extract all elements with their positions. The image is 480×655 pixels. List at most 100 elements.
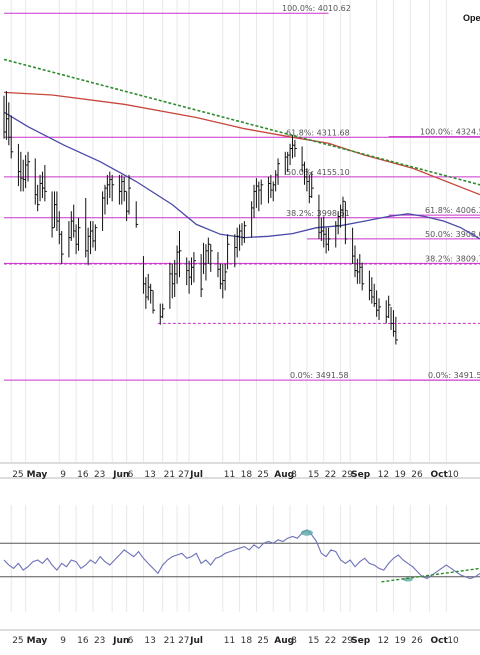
x-tick-label: 18: [241, 470, 253, 480]
ohlc-bar: [17, 143, 21, 187]
ohlc-bar: [241, 223, 244, 246]
ohlc-bar: [128, 174, 132, 215]
x-tick-label: Sep: [351, 636, 371, 646]
x-tick-label: 10: [447, 470, 459, 480]
ohlc-bar: [361, 262, 365, 291]
ohlc-bar: [34, 158, 38, 205]
ohlc-bar: [111, 174, 115, 202]
ohlc-bar: [378, 298, 382, 321]
x-tick-label: 8: [291, 636, 297, 646]
ohlc-bar: [8, 102, 11, 146]
ohlc-bar: [109, 171, 112, 198]
fib-label: 0.0%: 3491.5: [428, 371, 480, 380]
overbought-marker: [300, 529, 313, 536]
ohlc-bar: [75, 224, 79, 255]
ohlc-bar: [251, 201, 254, 238]
fib-label: 50.0%: 3908.0: [425, 230, 480, 239]
ohlc-bar: [61, 231, 64, 264]
x-tick-label: 9: [60, 636, 66, 646]
ohlc-bar: [392, 310, 396, 337]
ohlc-bar: [51, 191, 55, 238]
ohlc-bar: [123, 176, 127, 202]
ohlc-bar: [253, 184, 257, 218]
indicator-trendline: [381, 567, 480, 583]
ohlc-bar: [388, 295, 391, 319]
ohlc-bar: [90, 221, 93, 255]
ohlc-bar: [217, 252, 220, 278]
x-tick-label: 25: [257, 636, 268, 646]
price-bars: [3, 91, 398, 345]
ohlc-bar: [186, 257, 189, 286]
fib-label: 61.8%: 4311.68: [286, 128, 350, 137]
x-tick-label: 11: [224, 636, 235, 646]
x-tick-label: Aug: [274, 636, 294, 646]
ohlc-bar: [258, 181, 261, 212]
trendline-dashed: [3, 58, 480, 186]
ohlc-bar: [306, 168, 309, 192]
ohlc-bar: [135, 201, 139, 228]
ohlc-bar: [376, 290, 379, 317]
ohlc-bar: [342, 196, 345, 218]
ohlc-bar: [92, 221, 95, 248]
x-tick-label: 23: [94, 470, 105, 480]
ohlc-bar: [390, 306, 394, 330]
ohlc-bar: [328, 227, 331, 251]
ohlc-bar: [224, 264, 228, 291]
ohlc-bar: [222, 264, 225, 299]
indicator-line: [3, 529, 480, 580]
oversold-marker: [402, 577, 413, 582]
ohlc-bar: [325, 227, 329, 254]
ohlc-bar: [219, 264, 223, 290]
ohlc-bar: [58, 211, 62, 245]
ohlc-bar: [44, 165, 47, 202]
ohlc-bar: [188, 260, 192, 294]
ohlc-bar: [359, 254, 362, 284]
fib-label: 100.0%: 4324.5: [420, 128, 480, 137]
overlay-lines: [3, 58, 480, 240]
ohlc-bar: [294, 139, 297, 158]
ohlc-bar: [344, 201, 348, 245]
ohlc-bar: [275, 170, 278, 192]
ohlc-bar: [205, 244, 208, 281]
ohlc-bar: [41, 171, 45, 198]
x-tick-label: 19: [394, 470, 406, 480]
x-tick-label: 21: [164, 470, 175, 480]
x-tick-label: Jul: [189, 470, 203, 480]
ohlc-bar: [37, 184, 40, 212]
ohlc-bar: [371, 277, 374, 304]
ohlc-bar: [10, 115, 14, 159]
x-tick-label: Jun: [112, 636, 129, 646]
x-tick-label: 25: [12, 636, 23, 646]
ohlc-bar: [210, 244, 213, 272]
ohlc-bar: [102, 191, 105, 231]
fib-label: 0.0%: 3491.58: [290, 371, 349, 380]
ohlc-bar: [70, 211, 74, 241]
ohlc-bar: [255, 178, 259, 208]
ohlc-bar: [73, 204, 76, 238]
ohlc-bar: [200, 254, 204, 297]
ohlc-bar: [352, 227, 355, 264]
x-tick-label: 22: [325, 636, 336, 646]
ohlc-bar: [335, 221, 338, 248]
grid: [0, 0, 480, 631]
x-tick-label: 25: [12, 470, 23, 480]
ohlc-bar: [104, 184, 107, 215]
x-tick-label: 15: [308, 636, 319, 646]
ohlc-bar: [301, 146, 305, 172]
x-tick-label: 26: [411, 636, 423, 646]
ohlc-bar: [308, 174, 312, 204]
ohlc-bar: [106, 174, 110, 205]
ohlc-bar: [260, 179, 264, 205]
x-tick-label: May: [27, 636, 48, 646]
ohlc-bar: [178, 231, 182, 278]
ohlc-bar: [121, 174, 124, 205]
x-tick-label: Oct: [431, 636, 449, 646]
x-tick-label: Jun: [112, 470, 129, 480]
header-label: Ope: [463, 13, 480, 23]
x-tick-label: Aug: [274, 470, 294, 480]
moving-average-red: [3, 91, 480, 196]
ohlc-bar: [174, 260, 177, 297]
x-tick-label: Jul: [189, 636, 203, 646]
ohlc-bar: [368, 270, 372, 301]
